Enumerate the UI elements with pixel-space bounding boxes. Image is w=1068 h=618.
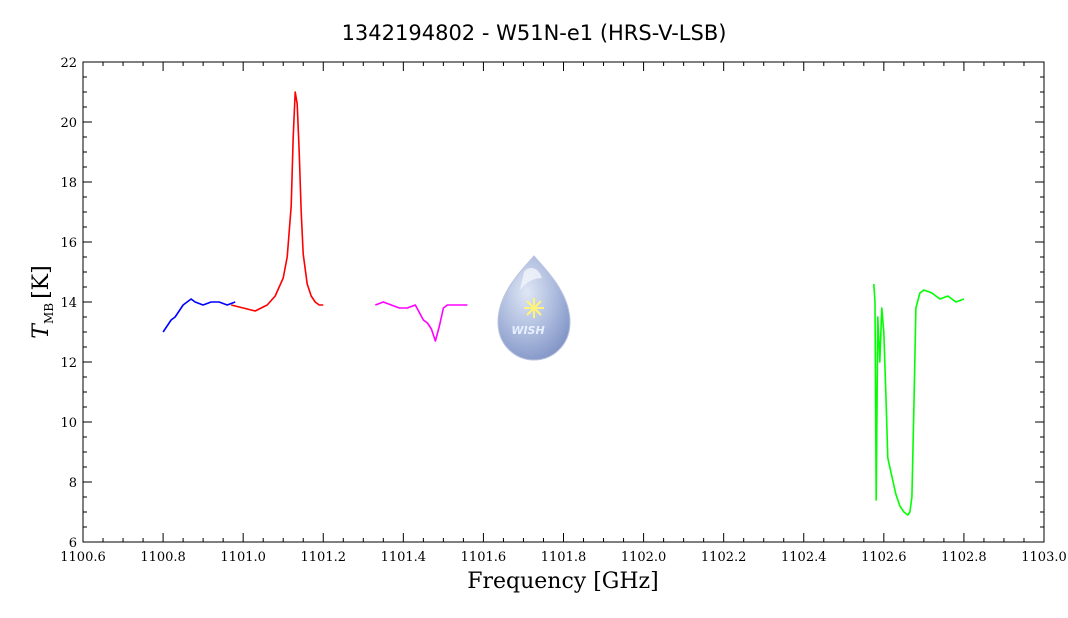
y-axis-label-main: T (29, 322, 54, 339)
x-axis-label: Frequency [GHz] (467, 569, 659, 594)
wish-logo: WISH (497, 255, 571, 361)
y-tick-label: 10 (60, 416, 77, 431)
series-line-2 (375, 301, 468, 342)
x-tick-label: 1100.6 (60, 550, 106, 565)
x-tick-labels: 1100.6 1100.8 1101.0 1101.2 1101.4 1101.6 1101… (60, 550, 1067, 565)
series-line-3 (873, 283, 965, 516)
svg-text:TMB[K]: TMB [K] (29, 265, 56, 338)
x-tick-label: 1101.2 (301, 550, 347, 565)
x-tick-label: 1102.6 (861, 550, 907, 565)
x-tick-label: 1102.8 (941, 550, 987, 565)
y-axis-label: TMB [K] (29, 265, 56, 338)
y-tick-label: 16 (60, 236, 77, 251)
y-axis-label-sub: MB (42, 303, 56, 324)
y-tick-label: 14 (60, 296, 77, 311)
logo-text: WISH (511, 324, 544, 337)
y-tick-label: 6 (69, 536, 77, 551)
x-tick-label: 1102.4 (781, 550, 827, 565)
x-tick-label: 1103.0 (1021, 550, 1067, 565)
y-tick-label: 22 (60, 56, 77, 71)
axis-ticks (82, 61, 1045, 543)
y-tick-label: 8 (69, 476, 77, 491)
y-tick-label: 12 (60, 356, 77, 371)
star-icon (524, 298, 544, 318)
x-tick-label: 1102.2 (701, 550, 747, 565)
series-line-0 (162, 298, 236, 333)
x-tick-label: 1101.0 (220, 550, 266, 565)
drop-highlight (520, 268, 542, 290)
y-tick-labels: 6 8 10 12 14 16 18 20 22 (60, 56, 77, 551)
y-tick-label: 18 (60, 176, 77, 191)
x-tick-label: 1102.0 (621, 550, 667, 565)
x-tick-label: 1101.8 (541, 550, 587, 565)
chart-title: 1342194802 - W51N-e1 (HRS-V-LSB) (342, 21, 727, 45)
x-tick-label: 1101.4 (381, 550, 427, 565)
y-tick-label: 20 (60, 116, 77, 131)
series-line-1 (231, 91, 324, 312)
x-tick-label: 1100.8 (140, 550, 186, 565)
y-axis-label-unit: [K] (29, 265, 54, 299)
x-tick-label: 1101.6 (461, 550, 507, 565)
series-lines (162, 91, 965, 516)
